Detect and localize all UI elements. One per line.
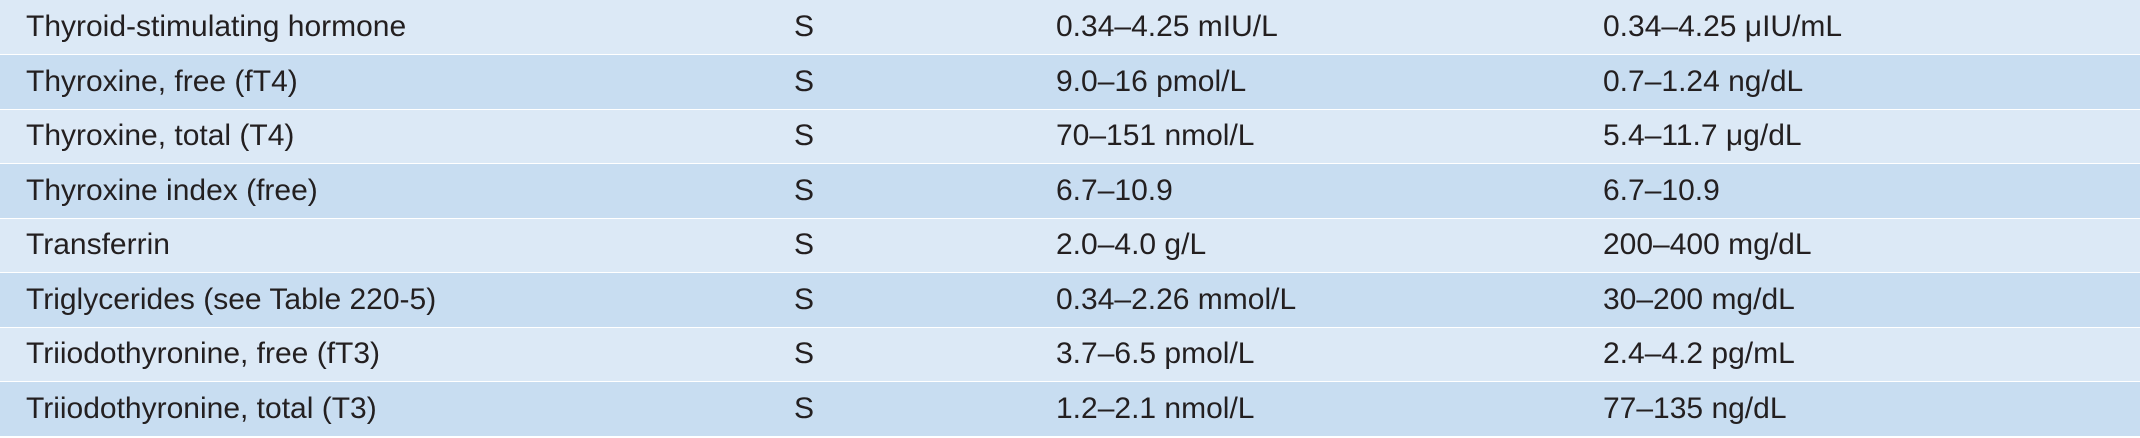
- specimen-cell: S: [794, 109, 1056, 164]
- si-units-cell: 9.0–16 pmol/L: [1056, 54, 1603, 110]
- conventional-units-cell: 5.4–11.7 μg/dL: [1603, 109, 2140, 164]
- analyte-cell: Thyroid-stimulating hormone: [0, 0, 794, 55]
- analyte-cell: Thyroxine, free (fT4): [0, 54, 794, 110]
- table-row: Triiodothyronine, free (fT3) S 3.7–6.5 p…: [0, 327, 2140, 382]
- conventional-units-cell: 77–135 ng/dL: [1603, 381, 2140, 436]
- analyte-cell: Thyroxine index (free): [0, 163, 794, 219]
- si-units-cell: 0.34–4.25 mIU/L: [1056, 0, 1603, 55]
- analyte-cell: Thyroxine, total (T4): [0, 109, 794, 164]
- analyte-cell: Triglycerides (see Table 220-5): [0, 272, 794, 328]
- table-row: Thyroid-stimulating hormone S 0.34–4.25 …: [0, 0, 2140, 55]
- table-row: Transferrin S 2.0–4.0 g/L 200–400 mg/dL: [0, 218, 2140, 273]
- conventional-units-cell: 0.34–4.25 μIU/mL: [1603, 0, 2140, 55]
- analyte-cell: Transferrin: [0, 218, 794, 273]
- analyte-cell: Triiodothyronine, free (fT3): [0, 327, 794, 382]
- si-units-cell: 6.7–10.9: [1056, 163, 1603, 219]
- analyte-cell: Triiodothyronine, total (T3): [0, 381, 794, 436]
- si-units-cell: 2.0–4.0 g/L: [1056, 218, 1603, 273]
- table-row: Thyroxine index (free) S 6.7–10.9 6.7–10…: [0, 163, 2140, 219]
- specimen-cell: S: [794, 218, 1056, 273]
- specimen-cell: S: [794, 327, 1056, 382]
- specimen-cell: S: [794, 163, 1056, 219]
- table-row: Triglycerides (see Table 220-5) S 0.34–2…: [0, 272, 2140, 328]
- specimen-cell: S: [794, 0, 1056, 55]
- table-row: Thyroxine, free (fT4) S 9.0–16 pmol/L 0.…: [0, 54, 2140, 110]
- specimen-cell: S: [794, 381, 1056, 436]
- conventional-units-cell: 2.4–4.2 pg/mL: [1603, 327, 2140, 382]
- conventional-units-cell: 30–200 mg/dL: [1603, 272, 2140, 328]
- si-units-cell: 1.2–2.1 nmol/L: [1056, 381, 1603, 436]
- si-units-cell: 3.7–6.5 pmol/L: [1056, 327, 1603, 382]
- specimen-cell: S: [794, 272, 1056, 328]
- conventional-units-cell: 200–400 mg/dL: [1603, 218, 2140, 273]
- table-row: Thyroxine, total (T4) S 70–151 nmol/L 5.…: [0, 109, 2140, 164]
- si-units-cell: 70–151 nmol/L: [1056, 109, 1603, 164]
- si-units-cell: 0.34–2.26 mmol/L: [1056, 272, 1603, 328]
- table-row: Triiodothyronine, total (T3) S 1.2–2.1 n…: [0, 381, 2140, 436]
- conventional-units-cell: 6.7–10.9: [1603, 163, 2140, 219]
- specimen-cell: S: [794, 54, 1056, 110]
- conventional-units-cell: 0.7–1.24 ng/dL: [1603, 54, 2140, 110]
